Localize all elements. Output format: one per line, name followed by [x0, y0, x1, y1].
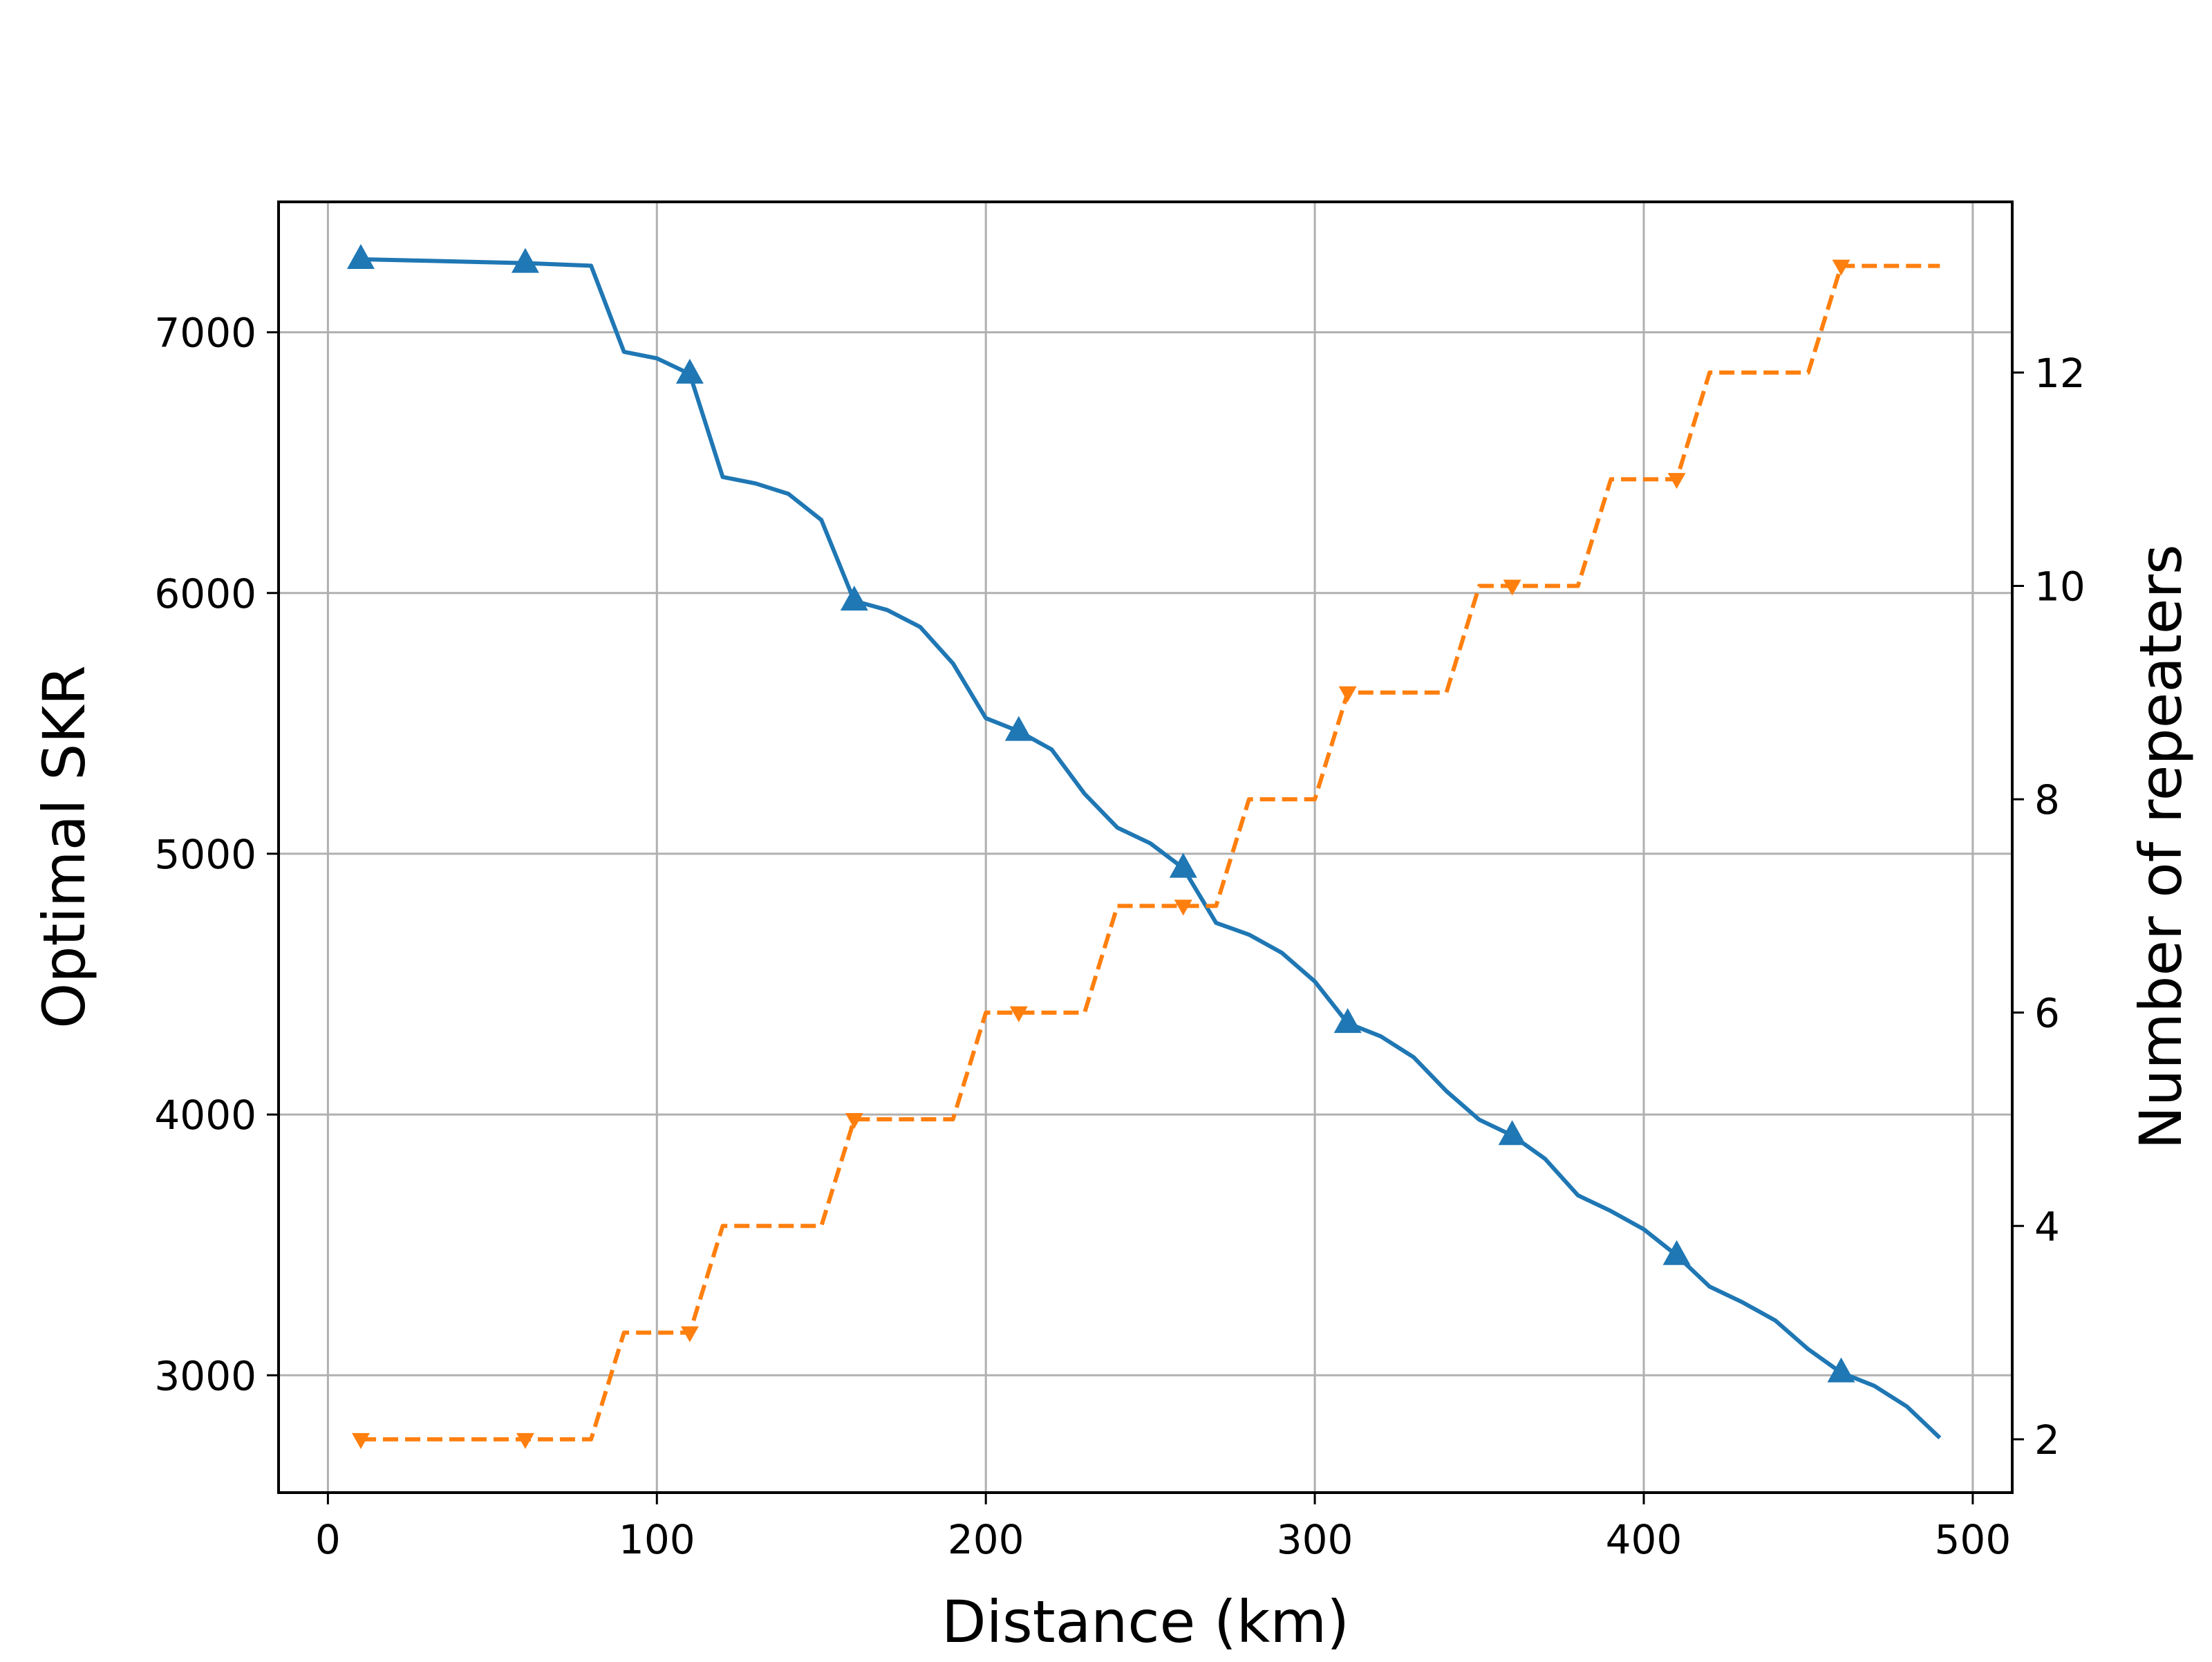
y2-axis-label: Number of repeaters	[2127, 544, 2195, 1150]
y2-tick-label: 4	[2034, 1203, 2060, 1250]
gridlines	[279, 202, 2012, 1493]
repeaters-series-line	[361, 263, 1940, 1441]
skr-marker	[1498, 1120, 1526, 1146]
y-tick-label: 7000	[154, 310, 256, 357]
y-tick-label: 5000	[154, 831, 256, 878]
skr-marker	[1333, 1008, 1362, 1034]
x-tick-label: 200	[948, 1516, 1024, 1563]
repeaters-marker	[351, 1432, 370, 1449]
axis-ticks: 0 100 200 300 400 500 3000 4000 5000 6000 7000 2 4 6 8…	[154, 310, 2085, 1563]
x-tick-label: 0	[315, 1516, 341, 1563]
repeaters-marker	[845, 1112, 863, 1129]
y-axis-label: Optimal SKR	[30, 665, 98, 1029]
y2-tick-label: 10	[2034, 563, 2086, 610]
skr-marker	[1827, 1357, 1855, 1383]
repeaters-marker	[1503, 579, 1521, 596]
skr-marker	[840, 586, 868, 611]
skr-marker	[675, 358, 704, 384]
x-tick-label: 500	[1935, 1516, 2012, 1563]
y-tick-label: 3000	[154, 1352, 256, 1399]
y-tick-label: 4000	[154, 1092, 256, 1139]
x-tick-label: 400	[1606, 1516, 1683, 1563]
x-tick-label: 300	[1277, 1516, 1353, 1563]
repeaters-marker	[680, 1326, 699, 1343]
repeaters-marker	[1009, 1006, 1028, 1023]
y2-tick-label: 6	[2034, 990, 2060, 1037]
y2-tick-label: 8	[2034, 776, 2060, 823]
repeaters-marker	[1338, 686, 1357, 702]
skr-marker	[1662, 1240, 1691, 1265]
repeaters-marker	[1832, 259, 1850, 276]
skr-series-line	[360, 257, 1942, 1439]
plot-frame	[277, 200, 2014, 1494]
series-layer	[346, 243, 1942, 1449]
y2-tick-label: 2	[2034, 1417, 2060, 1464]
y-tick-label: 6000	[154, 570, 256, 617]
x-tick-label: 100	[619, 1516, 695, 1563]
repeaters-marker	[1174, 899, 1192, 916]
skr-marker	[1169, 852, 1197, 878]
repeaters-marker	[1667, 473, 1686, 489]
skr-marker	[1004, 716, 1033, 741]
y2-tick-label: 12	[2034, 350, 2086, 397]
skr-marker	[511, 248, 539, 273]
x-axis-label: Distance (km)	[941, 1588, 1349, 1656]
skr-marker	[346, 243, 375, 269]
repeaters-marker	[516, 1432, 534, 1449]
